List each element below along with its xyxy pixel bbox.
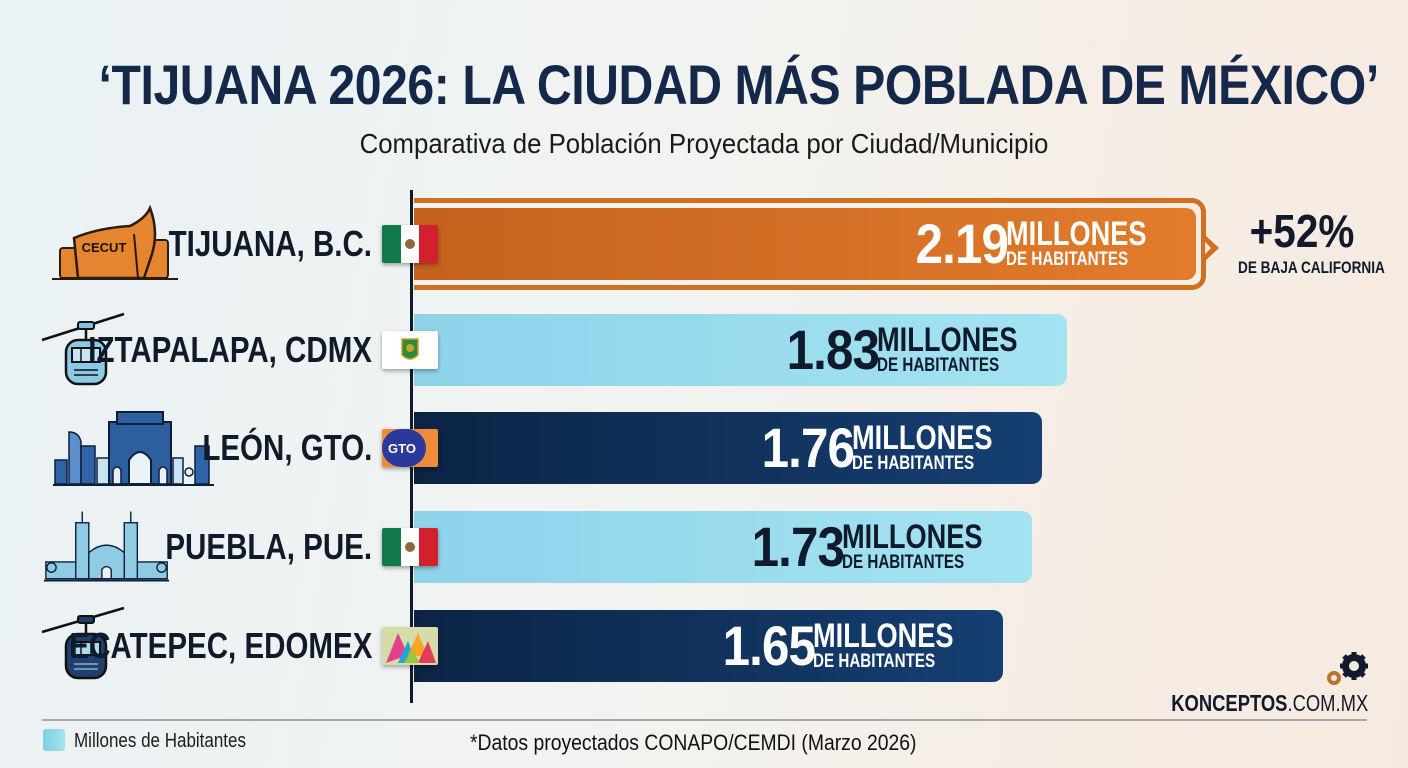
- cable-car-icon: [41, 312, 125, 386]
- unit-label-line1: MILLONES: [877, 321, 1018, 359]
- bar-row-tijuana: CECUT TIJUANA, B.C. 2.19 MILLONES DE HAB…: [0, 198, 1408, 290]
- arch-skyline-icon: [53, 411, 214, 486]
- unit-label-line1: MILLONES: [813, 617, 954, 655]
- city-label: IZTAPALAPA, CDMX: [88, 329, 372, 370]
- chart-subtitle: Comparativa de Población Proyectada por …: [359, 128, 1049, 159]
- svg-text:CECUT: CECUT: [82, 240, 127, 255]
- bar-row-iztapalapa: IZTAPALAPA, CDMX 1.83 MILLONES DE HABITA…: [0, 310, 1408, 390]
- unit-label-line1: MILLONES: [852, 419, 993, 457]
- bar-value-label: 1.76: [761, 416, 855, 479]
- brand-logo: KONCEPTOS.COM.MX: [1171, 690, 1368, 717]
- brand-tld: .COM.MX: [1287, 690, 1368, 716]
- brand-main: KONCEPTOS: [1171, 690, 1288, 716]
- unit-label-line2: DE HABITANTES: [1006, 249, 1129, 270]
- unit-label-line1: MILLONES: [1006, 215, 1147, 253]
- edomex-logo-icon: [382, 627, 438, 665]
- callout-label: DE BAJA CALIFORNIA: [1238, 258, 1385, 277]
- bar-value-label: 1.73: [751, 515, 845, 578]
- unit-label-line2: DE HABITANTES: [877, 355, 1000, 376]
- unit-label-line2: DE HABITANTES: [813, 651, 936, 672]
- cecut-building-icon: CECUT: [52, 204, 178, 280]
- bar-leon: 1.76 MILLONES DE HABITANTES: [414, 412, 1042, 484]
- city-label: PUEBLA, PUE.: [165, 526, 372, 567]
- source-note: *Datos proyectados CONAPO/CEMDI (Marzo 2…: [470, 730, 917, 755]
- legend-label: Millones de Habitantes: [74, 730, 246, 752]
- bar-tijuana: 2.19 MILLONES DE HABITANTES: [414, 208, 1196, 280]
- bar-value-label: 2.19: [915, 212, 1009, 275]
- highlight-outline: [414, 198, 1206, 290]
- bar-value-label: 1.65: [722, 614, 816, 677]
- bar-puebla: 1.73 MILLONES DE HABITANTES: [414, 511, 1032, 583]
- callout-annotation: +52% DE BAJA CALIFORNIA: [1222, 205, 1385, 278]
- mexico-flag-icon: [382, 528, 438, 566]
- city-label: LEÓN, GTO.: [201, 427, 372, 468]
- city-label: ECATEPEC, EDOMEX: [69, 625, 372, 666]
- callout-pointer: [1205, 235, 1219, 261]
- svg-text:GTO: GTO: [388, 441, 416, 456]
- unit-label-line1: MILLONES: [842, 518, 983, 556]
- bar-row-leon: LEÓN, GTO. GTO 1.76 MILLONES DE HABITANT…: [0, 408, 1408, 488]
- unit-label-line2: DE HABITANTES: [842, 552, 965, 573]
- chart-title: ‘TIJUANA 2026: LA CIUDAD MÁS POBLADA DE …: [98, 53, 1380, 116]
- callout-percentage: +52%: [1249, 205, 1355, 257]
- bar-ecatepec: 1.65 MILLONES DE HABITANTES: [414, 610, 1003, 682]
- bar-iztapalapa: 1.83 MILLONES DE HABITANTES: [414, 314, 1067, 386]
- legend-swatch: [43, 729, 65, 751]
- bar-row-puebla: PUEBLA, PUE. 1.73 MILLONES DE HABITANTES: [0, 507, 1408, 587]
- bar-value-label: 1.83: [786, 318, 880, 381]
- bar-row-ecatepec: ECATEPEC, EDOMEX 1.65 MILLONES DE HABITA…: [0, 606, 1408, 686]
- gto-logo-icon: GTO: [382, 429, 438, 467]
- cathedral-icon: [44, 511, 170, 582]
- unit-label-line2: DE HABITANTES: [852, 453, 975, 474]
- cdmx-shield-icon: [382, 331, 438, 369]
- city-label: TIJUANA, B.C.: [168, 223, 372, 264]
- footer-divider: [42, 719, 1367, 721]
- gears-logo-icon: [1327, 652, 1368, 685]
- mexico-flag-icon: [382, 225, 438, 263]
- cable-car-icon: [41, 606, 125, 680]
